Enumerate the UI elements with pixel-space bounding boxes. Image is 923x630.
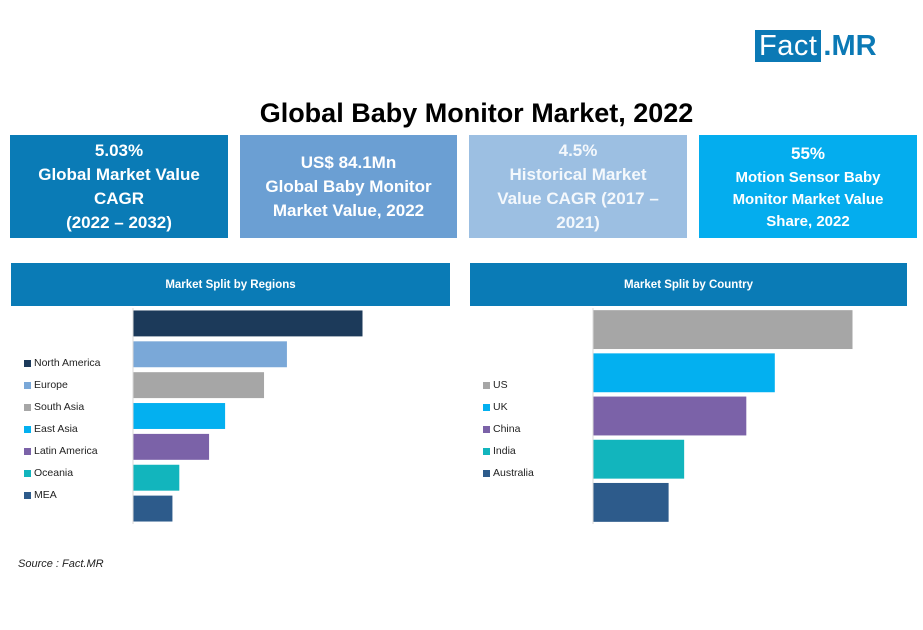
bar-india (593, 439, 685, 479)
kpi-line: Motion Sensor Baby (735, 168, 881, 186)
bar-east-asia (133, 403, 226, 429)
bar-uk (593, 353, 775, 393)
bar-south-asia (133, 372, 265, 399)
kpi-line: 55% (790, 143, 826, 163)
legend-label: Latin America (34, 445, 98, 457)
legend-label: India (493, 445, 516, 457)
legend-swatch (483, 403, 490, 411)
legend-swatch (483, 425, 490, 433)
legend-label: UK (493, 401, 508, 413)
legend-item: Europe (24, 374, 101, 396)
kpi-line: Historical Market (509, 164, 647, 184)
legend-item: MEA (24, 484, 101, 506)
legend-label: Oceania (34, 467, 74, 479)
legend-item: South Asia (24, 396, 101, 418)
legend-swatch (24, 425, 31, 433)
legend-item: UK (483, 396, 534, 418)
kpi-line: US$ 84.1Mn (300, 152, 397, 172)
country-legend: US UK China India Australia (483, 374, 534, 484)
legend-label: US (493, 379, 508, 391)
bar-us (593, 310, 853, 350)
legend-item: Australia (483, 462, 534, 484)
legend-item: East Asia (24, 418, 101, 440)
legend-item: India (483, 440, 534, 462)
legend-swatch (483, 469, 490, 477)
legend-swatch (24, 469, 31, 477)
legend-swatch (24, 403, 31, 411)
kpi-line: CAGR (93, 188, 145, 208)
kpi-line: 5.03% (94, 140, 144, 160)
regions-chart-title: Market Split by Regions (11, 263, 450, 306)
kpi-line: 2021) (556, 212, 600, 232)
bar-mea (133, 495, 173, 522)
legend-swatch (483, 381, 490, 389)
kpi-line: (2022 – 2032) (66, 212, 172, 232)
legend-swatch (24, 447, 31, 455)
bar-australia (593, 482, 669, 522)
kpi-line: Monitor Market Value (732, 190, 884, 208)
legend-label: Europe (34, 379, 68, 391)
regions-bar-chart (132, 308, 363, 524)
regions-legend: North America Europe South Asia East Asia La… (24, 352, 101, 506)
kpi-historical-cagr: 4.5% Historical Market Value CAGR (2017 … (469, 135, 687, 238)
legend-swatch (24, 359, 31, 367)
kpi-line: Share, 2022 (766, 212, 850, 230)
legend-label: South Asia (34, 401, 85, 413)
legend-item: US (483, 374, 534, 396)
legend-item: Oceania (24, 462, 101, 484)
kpi-line: Value CAGR (2017 – (497, 188, 659, 208)
bar-europe (133, 341, 287, 368)
kpi-market-value: US$ 84.1Mn Global Baby Monitor Market Va… (240, 135, 457, 238)
bar-latin-america (133, 433, 210, 460)
legend-item: Latin America (24, 440, 101, 462)
kpi-motion-sensor-share: 55% Motion Sensor Baby Monitor Market Va… (699, 135, 917, 238)
legend-label: MEA (34, 489, 57, 501)
source-note: Source : Fact.MR (18, 558, 104, 570)
legend-swatch (24, 381, 31, 389)
legend-label: China (493, 423, 521, 435)
page-title: Global Baby Monitor Market, 2022 (259, 98, 694, 128)
kpi-line: Market Value, 2022 (272, 200, 425, 220)
legend-swatch (24, 491, 31, 499)
logo-fact: Fact (755, 30, 822, 62)
kpi-cagr-forecast: 5.03% Global Market Value CAGR (2022 – 2… (10, 135, 228, 238)
logo-mr: .MR (823, 30, 877, 62)
legend-label: Australia (493, 467, 534, 479)
legend-label: North America (34, 357, 101, 369)
kpi-line: 4.5% (558, 140, 598, 160)
legend-item: North America (24, 352, 101, 374)
legend-item: China (483, 418, 534, 440)
kpi-line: Global Market Value (38, 164, 200, 184)
country-chart-title: Market Split by Country (470, 263, 907, 306)
bar-oceania (133, 464, 180, 491)
legend-swatch (483, 447, 490, 455)
bar-north-america (133, 310, 363, 337)
bar-china (593, 396, 747, 436)
kpi-line: Global Baby Monitor (265, 176, 432, 196)
legend-label: East Asia (34, 423, 78, 435)
factmr-logo: Fact .MR (755, 30, 877, 62)
country-bar-chart (592, 308, 853, 524)
